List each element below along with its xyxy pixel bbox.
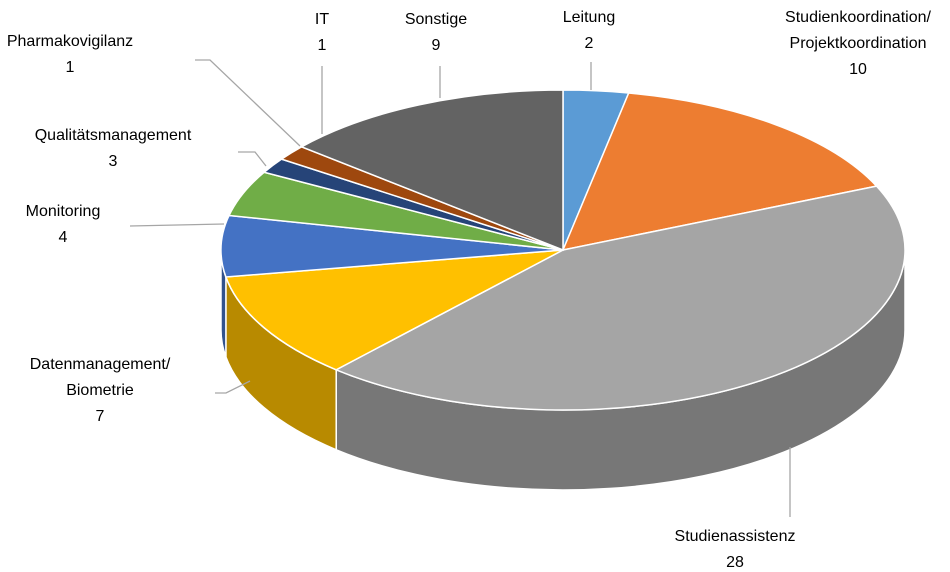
- slice-value: 3: [108, 153, 118, 170]
- slice-label: Datenmanagement/ Biometrie 7: [0, 352, 200, 430]
- slice-value: 1: [317, 37, 327, 54]
- slice-value: 10: [849, 61, 867, 78]
- slice-value: 2: [584, 35, 594, 52]
- slice-label: Sonstige 9: [386, 7, 486, 59]
- slice-label: Studienkoordination/ Projektkoordination…: [758, 5, 950, 83]
- pie-slice: [220, 214, 564, 278]
- category-name: IT: [314, 11, 330, 28]
- leader-line: [238, 151, 267, 167]
- slice-label: Monitoring 4: [0, 199, 138, 251]
- category-name: Leitung: [562, 9, 616, 26]
- pie-slice: [224, 249, 564, 371]
- slice-value: 4: [58, 229, 68, 246]
- category-name: Pharmakovigilanz: [6, 33, 134, 50]
- slice-label: IT 1: [292, 7, 352, 59]
- category-name: Studienassistenz: [674, 528, 796, 545]
- category-name: Datenmanagement/ Biometrie: [29, 356, 171, 399]
- leader-lines: [129, 59, 791, 517]
- slice-label: Leitung 2: [529, 5, 649, 57]
- pie-slice: [299, 89, 564, 252]
- pie-slice: [561, 92, 879, 252]
- slice-value: 28: [726, 554, 744, 571]
- slice-label: Studienassistenz 28: [635, 524, 835, 572]
- leader-line: [195, 59, 301, 147]
- leader-line: [129, 223, 225, 227]
- slice-label: Pharmakovigilanz 1: [0, 29, 160, 81]
- slice-value: 1: [65, 59, 75, 76]
- leader-line: [215, 380, 251, 394]
- category-name: Monitoring: [25, 203, 101, 220]
- slice-value: 7: [95, 408, 105, 425]
- category-name: Sonstige: [404, 11, 468, 28]
- category-name: Qualitätsmanagement: [34, 127, 192, 144]
- pie-slice: [334, 185, 906, 411]
- category-name: Studienkoordination/ Projektkoordination: [785, 9, 931, 52]
- slice-value: 9: [431, 37, 441, 54]
- slice-label: Qualitätsmanagement 3: [0, 123, 228, 175]
